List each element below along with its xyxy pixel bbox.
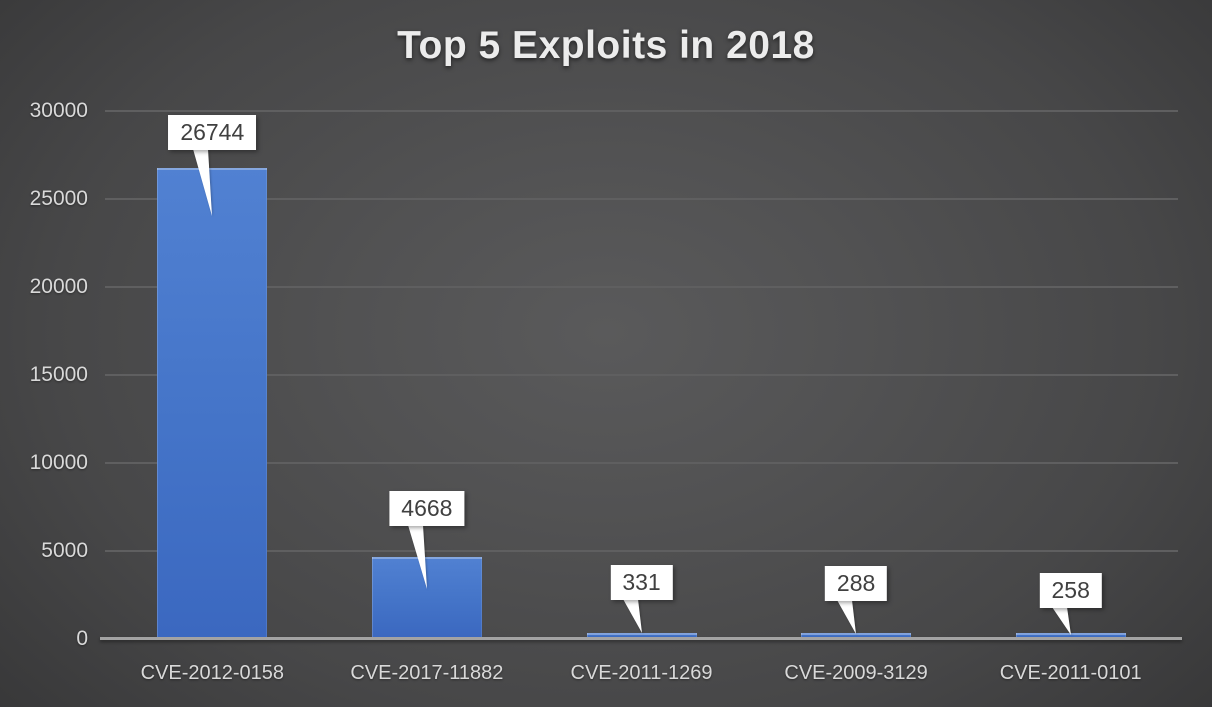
y-axis-label: 30000 bbox=[29, 99, 88, 122]
gridline bbox=[105, 110, 1178, 112]
bar bbox=[371, 556, 482, 637]
callout-pointer bbox=[405, 524, 431, 589]
gridline bbox=[105, 286, 1178, 288]
bar bbox=[586, 633, 697, 637]
gridline bbox=[105, 550, 1178, 552]
x-axis-label: CVE-2012-0158 bbox=[140, 662, 285, 684]
data-label-callout: 258 bbox=[1039, 573, 1102, 609]
data-label-callout: 288 bbox=[824, 565, 888, 601]
gridline bbox=[105, 198, 1178, 200]
y-axis-label: 15000 bbox=[29, 363, 88, 386]
chart-title: Top 5 Exploits in 2018 bbox=[397, 24, 815, 67]
callout-pointer bbox=[834, 599, 860, 634]
x-axis-label: CVE-2011-1269 bbox=[570, 662, 713, 684]
data-label-callout: 331 bbox=[610, 565, 673, 601]
data-label-callout: 4668 bbox=[389, 490, 465, 526]
x-axis-line bbox=[100, 637, 1182, 640]
gridline bbox=[105, 374, 1178, 376]
y-axis-label: 20000 bbox=[29, 275, 88, 298]
callout-pointer bbox=[620, 599, 646, 634]
x-axis-label: CVE-2009-3129 bbox=[784, 662, 928, 684]
bar bbox=[157, 168, 268, 637]
y-axis-label: 10000 bbox=[29, 451, 88, 474]
data-label-callout: 26744 bbox=[168, 115, 257, 151]
x-axis-label: CVE-2017-11882 bbox=[350, 662, 504, 684]
callout-pointer bbox=[190, 149, 216, 217]
y-axis-label: 0 bbox=[76, 627, 88, 650]
gridline bbox=[105, 462, 1178, 464]
callout-pointer bbox=[1049, 607, 1075, 636]
y-axis-label: 25000 bbox=[29, 187, 88, 210]
x-axis-label: CVE-2011-0101 bbox=[999, 662, 1142, 684]
y-axis-label: 5000 bbox=[41, 539, 88, 562]
bar bbox=[801, 633, 912, 637]
bar bbox=[1015, 633, 1126, 637]
